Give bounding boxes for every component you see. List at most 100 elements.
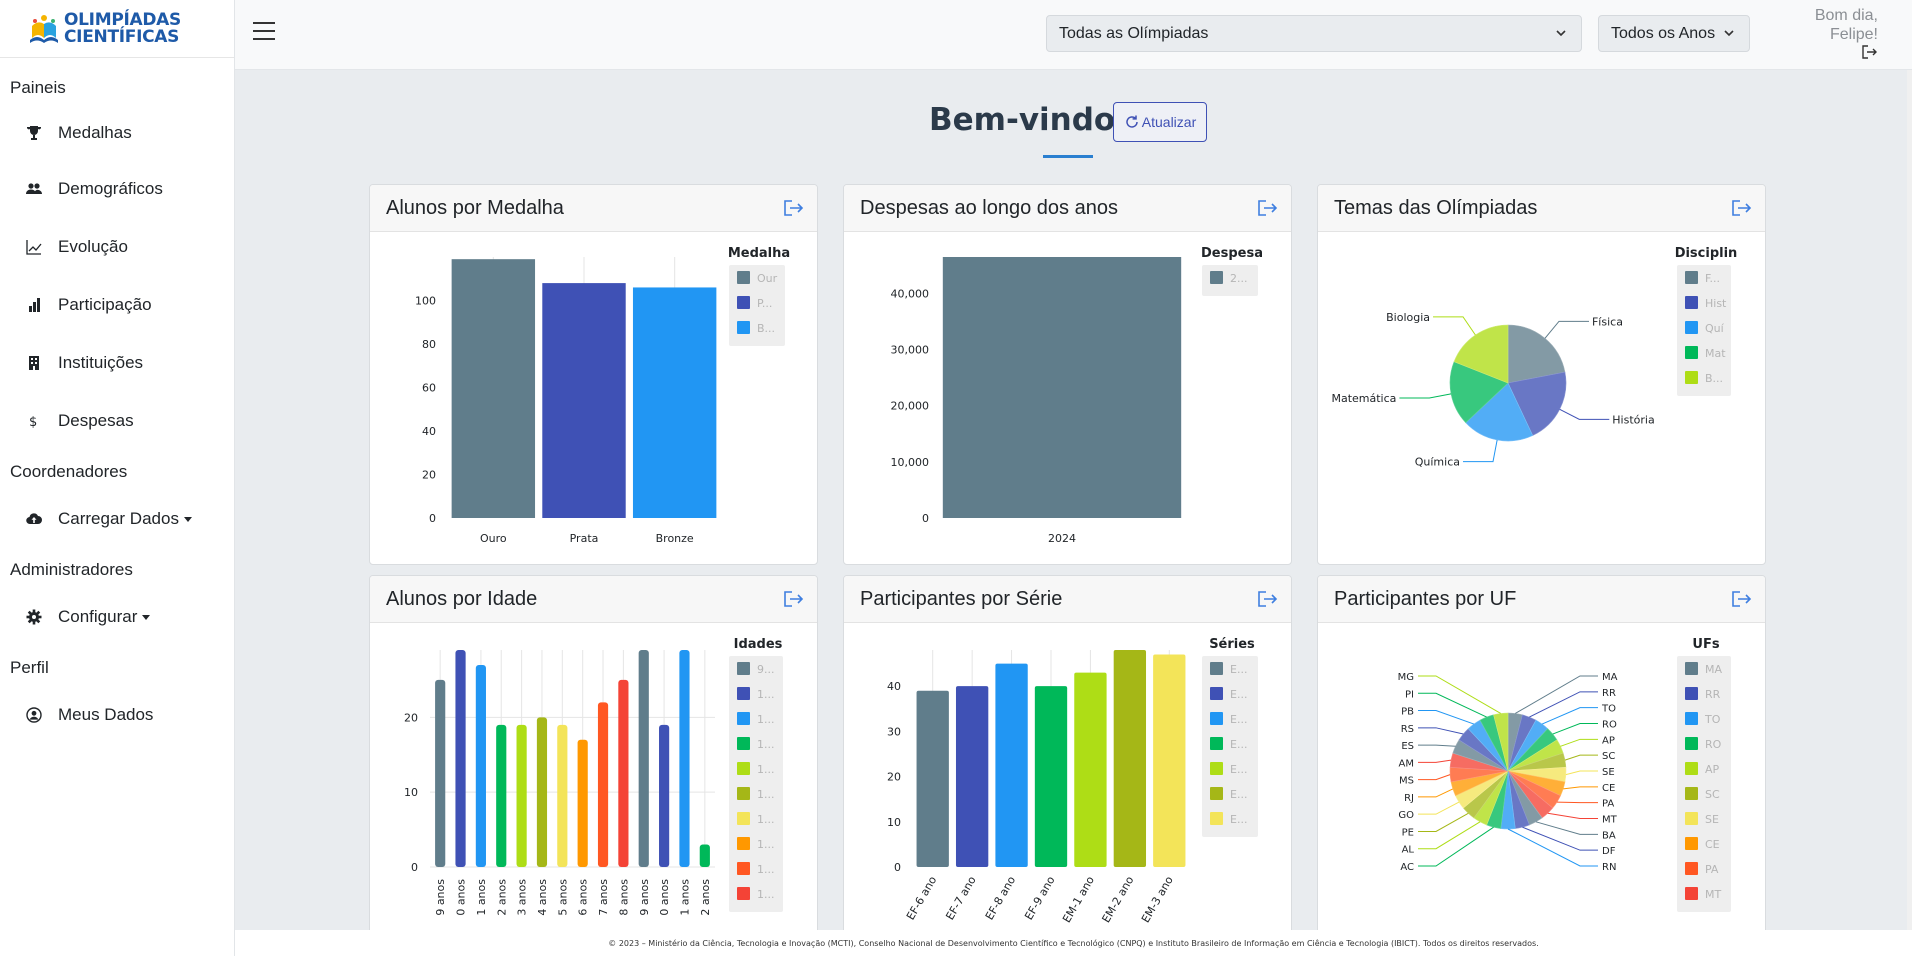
export-icon[interactable]	[1257, 199, 1279, 217]
chevron-down-icon	[1724, 30, 1734, 37]
sidebar-item-despesas[interactable]: $ Despesas	[0, 392, 234, 450]
bar	[577, 739, 588, 867]
building-icon	[29, 356, 39, 370]
bar	[618, 679, 629, 867]
pie-label: RS	[1401, 724, 1414, 735]
greeting-line-1: Bom dia,	[1814, 7, 1878, 24]
card-title: Despesas ao longo dos anos	[844, 185, 1291, 232]
menu-toggle-icon[interactable]	[253, 22, 275, 42]
sidebar-item-participacao[interactable]: Participação	[0, 276, 234, 334]
y-tick-label: 0	[922, 512, 929, 525]
refresh-button[interactable]: Atualizar	[1113, 102, 1207, 142]
export-icon[interactable]	[783, 590, 805, 608]
legend-swatch	[737, 862, 750, 875]
sidebar-item-label: Carregar Dados	[58, 509, 179, 528]
x-tick-label: EF-9 ano	[1022, 874, 1057, 922]
legend-swatch	[1685, 862, 1698, 875]
legend-label: 9...	[757, 663, 775, 676]
olympiad-select-value: Todas as Olímpiadas	[1059, 24, 1209, 42]
bar	[557, 724, 568, 867]
sidebar-item-demograficos[interactable]: Demográficos	[0, 160, 234, 218]
pie-label: Biologia	[1386, 311, 1430, 324]
pie-label-line	[1565, 770, 1598, 776]
sidebar-heading-coordenadores: Coordenadores	[10, 462, 128, 481]
bar	[536, 717, 548, 867]
legend-swatch	[1685, 296, 1698, 309]
legend-label: B...	[1705, 372, 1723, 385]
pie-label-line	[1529, 691, 1598, 718]
export-icon[interactable]	[783, 199, 805, 217]
sidebar-item-label: Participação	[58, 295, 152, 314]
sidebar-heading-paineis: Paineis	[10, 78, 66, 97]
pie-label: SC	[1602, 751, 1615, 762]
legend-swatch	[737, 812, 750, 825]
pie-label: Física	[1592, 315, 1623, 328]
legend-label: RR	[1705, 688, 1721, 701]
bar	[942, 257, 1182, 518]
sidebar-item-label: Meus Dados	[58, 705, 154, 724]
legend-swatch	[1685, 346, 1698, 359]
sidebar-item-carregar-dados[interactable]: Carregar Dados	[0, 490, 234, 548]
logout-icon[interactable]	[1862, 45, 1878, 59]
bar	[1113, 650, 1147, 867]
logo-line-1: OLIMPÍADAS	[64, 9, 181, 30]
export-icon[interactable]	[1731, 199, 1753, 217]
logo-book-icon	[30, 14, 58, 43]
pie-label-line	[1418, 710, 1475, 725]
card-grade: Participantes por Série 0 10 20 30 40 EF-6 an…	[843, 575, 1292, 935]
x-tick-label: 0 anos	[455, 879, 468, 916]
bar	[1074, 672, 1107, 867]
pie-label: PB	[1401, 707, 1414, 718]
sidebar-item-meus-dados[interactable]: Meus Dados	[0, 686, 234, 744]
y-tick-label: 0	[894, 861, 901, 874]
legend-label: E...	[1230, 688, 1247, 701]
export-icon[interactable]	[1731, 590, 1753, 608]
sidebar-item-configurar[interactable]: Configurar	[0, 588, 234, 646]
pie-label-line	[1563, 786, 1598, 790]
pie-label-line	[1418, 692, 1487, 718]
pie-label-line	[1544, 320, 1589, 339]
bar	[659, 724, 670, 867]
legend-swatch	[737, 712, 750, 725]
pie-slice	[1453, 324, 1509, 384]
topbar: Todas as Olímpiadas Todos os Anos Bom di…	[235, 0, 1912, 70]
legend-swatch	[737, 687, 750, 700]
x-tick-label: EF-6 ano	[904, 874, 939, 922]
pie-label-line	[1522, 826, 1598, 851]
year-select[interactable]: Todos os Anos	[1598, 15, 1750, 52]
sidebar-item-label: Instituições	[58, 353, 144, 372]
pie-label-line	[1418, 821, 1481, 850]
x-tick-label: EM-3 ano	[1139, 874, 1176, 925]
x-tick-label: EM-1 ano	[1060, 874, 1097, 925]
legend-label: F...	[1705, 272, 1720, 285]
bar	[1034, 686, 1068, 867]
pie-label-line	[1418, 774, 1451, 781]
export-icon[interactable]	[1257, 590, 1279, 608]
x-tick-label: Ouro	[480, 532, 507, 545]
scrollbar[interactable]	[1907, 70, 1912, 930]
pie-label: RR	[1602, 688, 1616, 699]
card-expenses: Despesas ao longo dos anos 0 10,000 20,000…	[843, 184, 1292, 565]
x-tick-label: 1 anos	[475, 879, 488, 916]
olympiad-select[interactable]: Todas as Olímpiadas	[1046, 15, 1582, 52]
pie-label: AM	[1399, 758, 1414, 769]
pie-label-line	[1541, 707, 1598, 725]
page-title: Bem-vindo	[929, 102, 1116, 138]
legend-swatch	[737, 887, 750, 900]
sidebar-item-evolucao[interactable]: Evolução	[0, 218, 234, 276]
legend-label: TO	[1704, 713, 1721, 726]
app-logo[interactable]: OLIMPÍADAS CIENTÍFICAS	[0, 0, 234, 58]
sidebar-item-instituicoes[interactable]: Instituições	[0, 334, 234, 392]
pie-label: SE	[1602, 767, 1615, 778]
legend-title: Despesa	[1201, 246, 1263, 261]
legend-label: E...	[1230, 713, 1247, 726]
sidebar-item-medalhas[interactable]: Medalhas	[0, 106, 234, 160]
legend-label: AP	[1705, 763, 1720, 776]
y-tick-label: 0	[429, 512, 436, 525]
y-tick-label: 20	[887, 771, 901, 784]
sidebar-item-label: Evolução	[58, 237, 128, 256]
card-title-text: Despesas ao longo dos anos	[860, 196, 1118, 219]
bar	[542, 283, 626, 518]
bar	[451, 259, 536, 518]
logo-line-2: CIENTÍFICAS	[64, 26, 180, 47]
